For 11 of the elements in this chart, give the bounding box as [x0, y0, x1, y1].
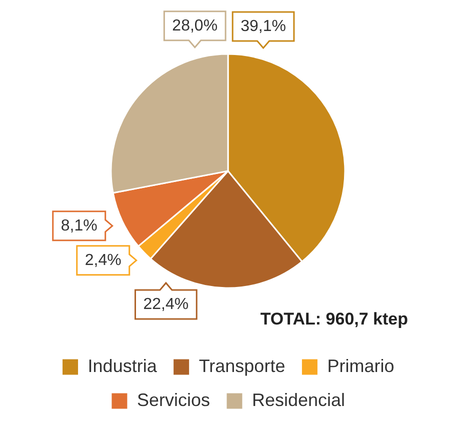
- text: TOTAL: 960,7 ktep: [260, 310, 408, 329]
- legend-label: Primario: [327, 356, 394, 376]
- data-label: 2,4%: [84, 252, 122, 269]
- data-label: 28,0%: [172, 17, 218, 34]
- legend-label: Servicios: [136, 390, 210, 410]
- legend-label: Transporte: [198, 356, 286, 376]
- legend-label: Residencial: [252, 390, 346, 410]
- data-label: 39,1%: [240, 18, 286, 35]
- legend-label: Industria: [88, 356, 158, 376]
- data-label: 22,4%: [143, 296, 189, 313]
- data-label: 8,1%: [60, 217, 98, 234]
